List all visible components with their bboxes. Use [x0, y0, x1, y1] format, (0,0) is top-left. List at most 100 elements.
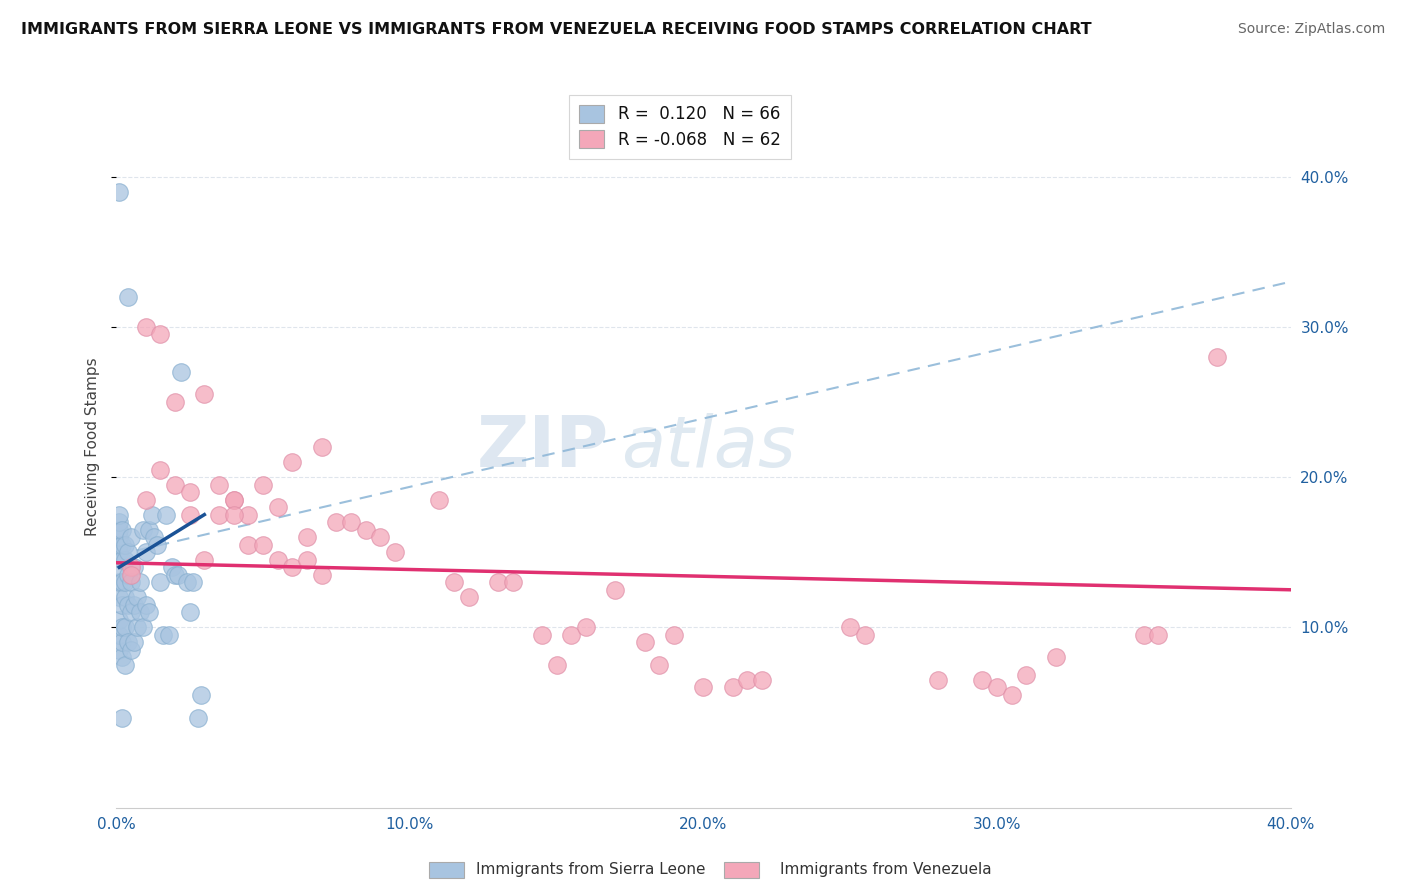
Point — [135, 545, 157, 559]
Point — [176, 575, 198, 590]
Point — [114, 552, 136, 566]
Point — [530, 628, 553, 642]
Point — [163, 477, 186, 491]
Point — [325, 515, 347, 529]
Point — [163, 567, 186, 582]
Point — [131, 523, 153, 537]
Point — [281, 455, 304, 469]
Point — [486, 575, 509, 590]
Point — [108, 628, 131, 642]
Point — [187, 710, 209, 724]
Point — [108, 508, 131, 522]
Point — [281, 560, 304, 574]
Point — [662, 628, 685, 642]
Point — [1133, 628, 1156, 642]
Point — [125, 591, 148, 605]
Point — [117, 598, 139, 612]
Point — [111, 620, 134, 634]
Point — [128, 575, 150, 590]
Point — [108, 613, 131, 627]
Point — [986, 681, 1008, 695]
Point — [108, 591, 131, 605]
Point — [238, 508, 260, 522]
Point — [238, 538, 260, 552]
Point — [117, 635, 139, 649]
Point — [125, 620, 148, 634]
Point — [181, 575, 204, 590]
Point — [208, 508, 231, 522]
Point — [370, 530, 392, 544]
Point — [170, 365, 193, 379]
Point — [384, 545, 406, 559]
Point — [179, 605, 201, 619]
Point — [111, 710, 134, 724]
Point — [114, 575, 136, 590]
Point — [179, 508, 201, 522]
Point — [1015, 668, 1038, 682]
Point — [751, 673, 773, 687]
Point — [1045, 650, 1067, 665]
Point — [427, 492, 450, 507]
Point — [157, 628, 180, 642]
Point — [114, 591, 136, 605]
Point — [193, 387, 215, 401]
Text: ZIP: ZIP — [477, 412, 609, 482]
Point — [108, 185, 131, 199]
Point — [208, 477, 231, 491]
Point — [692, 681, 714, 695]
Point — [927, 673, 949, 687]
Point — [354, 523, 377, 537]
Point — [311, 440, 333, 454]
Point — [853, 628, 876, 642]
Point — [149, 327, 172, 342]
Point — [141, 508, 163, 522]
Point — [149, 462, 172, 476]
Point — [120, 575, 142, 590]
Point — [546, 657, 568, 672]
Point — [222, 508, 245, 522]
Point — [267, 552, 290, 566]
Point — [120, 567, 142, 582]
Point — [149, 575, 172, 590]
Point — [222, 492, 245, 507]
Point — [114, 620, 136, 634]
Text: atlas: atlas — [621, 412, 796, 482]
Legend: R =  0.120   N = 66, R = -0.068   N = 62: R = 0.120 N = 66, R = -0.068 N = 62 — [569, 95, 790, 159]
Text: IMMIGRANTS FROM SIERRA LEONE VS IMMIGRANTS FROM VENEZUELA RECEIVING FOOD STAMPS : IMMIGRANTS FROM SIERRA LEONE VS IMMIGRAN… — [21, 22, 1091, 37]
Point — [131, 620, 153, 634]
Point — [193, 552, 215, 566]
Point — [122, 598, 145, 612]
Point — [222, 492, 245, 507]
Point — [108, 643, 131, 657]
Point — [972, 673, 994, 687]
Point — [311, 567, 333, 582]
Point — [108, 530, 131, 544]
Point — [122, 635, 145, 649]
Point — [111, 538, 134, 552]
Point — [295, 552, 318, 566]
Text: Immigrants from Venezuela: Immigrants from Venezuela — [780, 863, 991, 877]
Point — [117, 567, 139, 582]
Point — [128, 605, 150, 619]
Point — [122, 560, 145, 574]
Point — [295, 530, 318, 544]
Point — [340, 515, 363, 529]
Point — [108, 523, 131, 537]
Point — [575, 620, 598, 634]
Point — [648, 657, 671, 672]
Point — [167, 567, 190, 582]
Text: Immigrants from Sierra Leone: Immigrants from Sierra Leone — [475, 863, 706, 877]
Point — [117, 290, 139, 304]
Point — [143, 530, 166, 544]
Point — [120, 643, 142, 657]
Point — [839, 620, 862, 634]
Point — [443, 575, 465, 590]
Point — [267, 500, 290, 515]
Text: Source: ZipAtlas.com: Source: ZipAtlas.com — [1237, 22, 1385, 37]
Point — [160, 560, 183, 574]
Point — [190, 688, 212, 702]
Point — [120, 530, 142, 544]
Point — [111, 523, 134, 537]
Point — [179, 485, 201, 500]
Point — [108, 538, 131, 552]
